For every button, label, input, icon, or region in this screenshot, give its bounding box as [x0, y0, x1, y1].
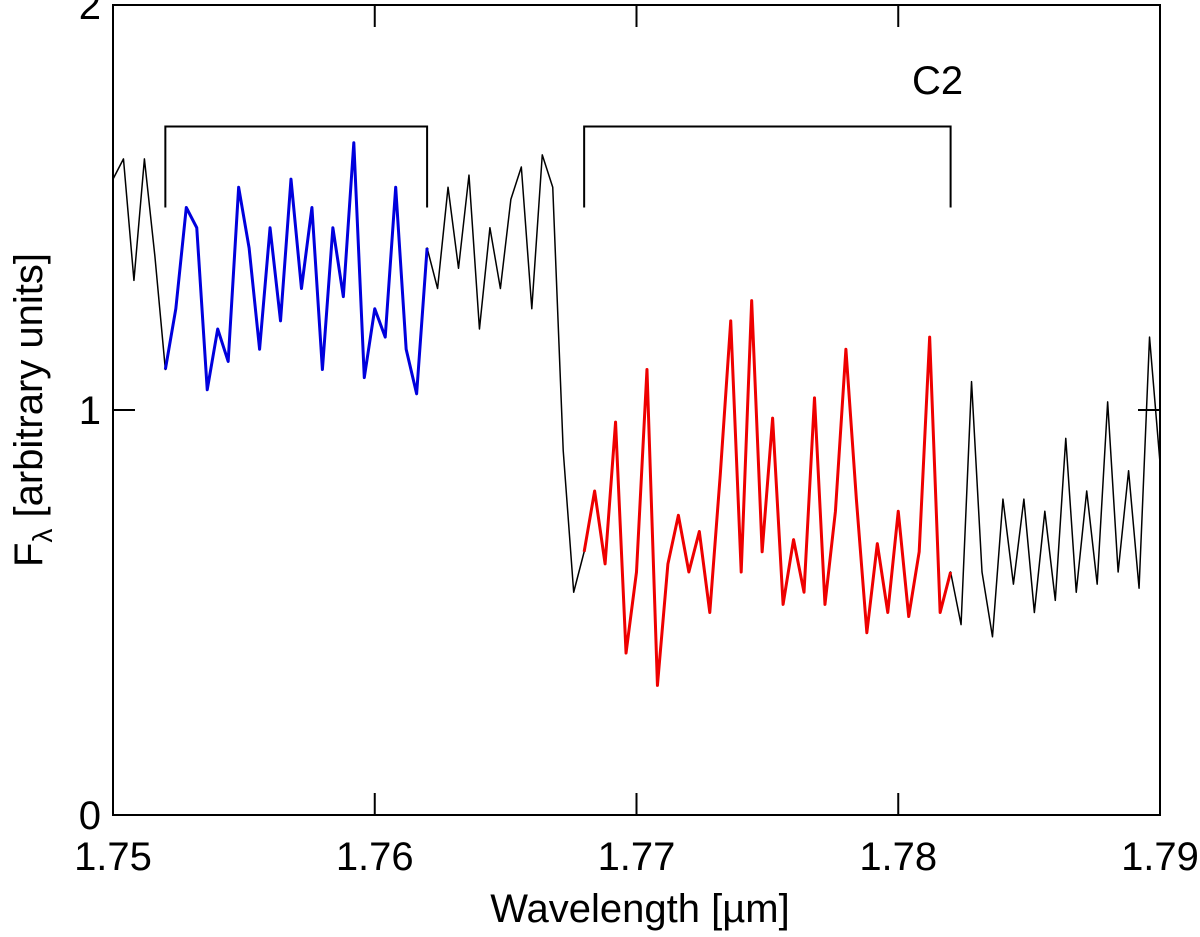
y-label-rest: [arbitrary units]	[7, 253, 51, 529]
x-tick-label: 1.78	[859, 835, 937, 879]
spectrum-line	[163, 141, 429, 396]
y-tick-label: 1	[79, 389, 101, 433]
x-tick-label: 1.77	[598, 835, 676, 879]
y-tick-label: 2	[79, 0, 101, 28]
annotation: C2	[912, 59, 963, 103]
spectrum-line	[582, 299, 953, 687]
region-bracket	[583, 125, 952, 208]
spectrum-line	[112, 141, 1161, 687]
y-label-symbol: F	[7, 543, 51, 567]
x-tick-label: 1.75	[74, 835, 152, 879]
y-tick-label: 0	[79, 794, 101, 838]
x-tick-label: 1.79	[1121, 835, 1199, 879]
y-label-subscript: λ	[27, 529, 58, 543]
region-bracket	[164, 125, 429, 208]
x-axis-label: Wavelength [µm]	[490, 887, 789, 931]
x-tick-label: 1.76	[336, 835, 414, 879]
y-axis-label: Fλ [arbitrary units]	[7, 253, 58, 567]
